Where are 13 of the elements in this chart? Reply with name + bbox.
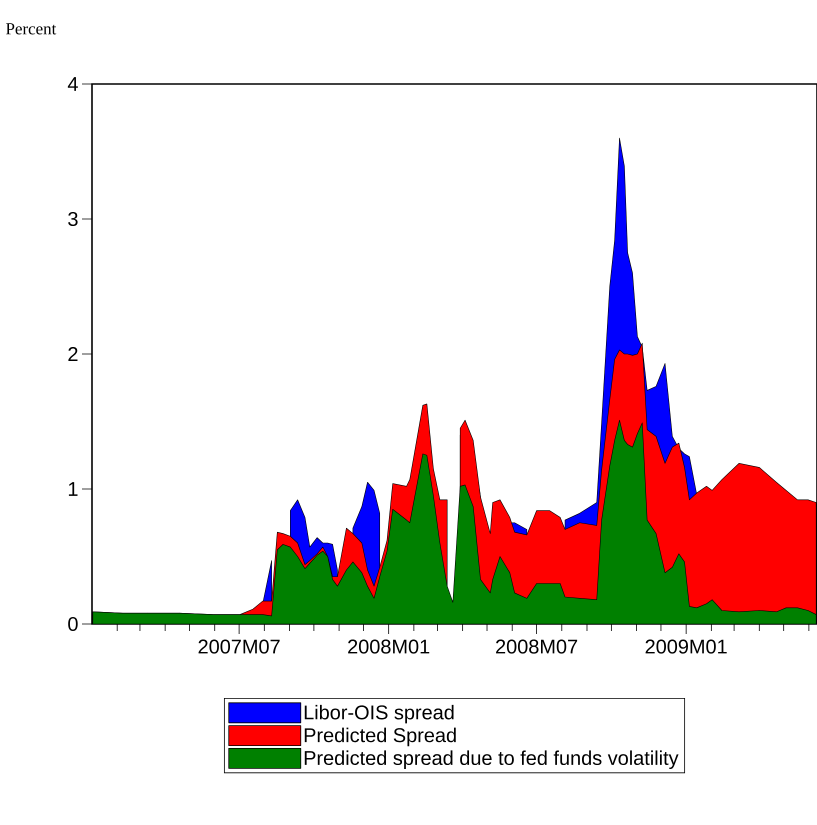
y-axis-title: Percent xyxy=(6,23,56,34)
x-tick-label: 2007M07 xyxy=(198,640,280,654)
legend-label: Predicted spread due to fed funds volatility xyxy=(304,750,679,770)
x-tick-label: 2008M01 xyxy=(348,640,430,654)
legend-label: Predicted Spread xyxy=(304,728,456,746)
legend-label: Libor-OIS spread xyxy=(304,704,454,724)
y-tick-label: 2 xyxy=(68,347,78,361)
y-tick-label: 1 xyxy=(68,482,78,496)
y-tick-label: 0 xyxy=(68,616,78,632)
y-tick-label: 3 xyxy=(68,212,78,226)
x-tick-label: 2009M01 xyxy=(646,640,727,654)
y-tick-label: 4 xyxy=(68,77,78,91)
x-tick-label: 2008M07 xyxy=(496,640,578,654)
